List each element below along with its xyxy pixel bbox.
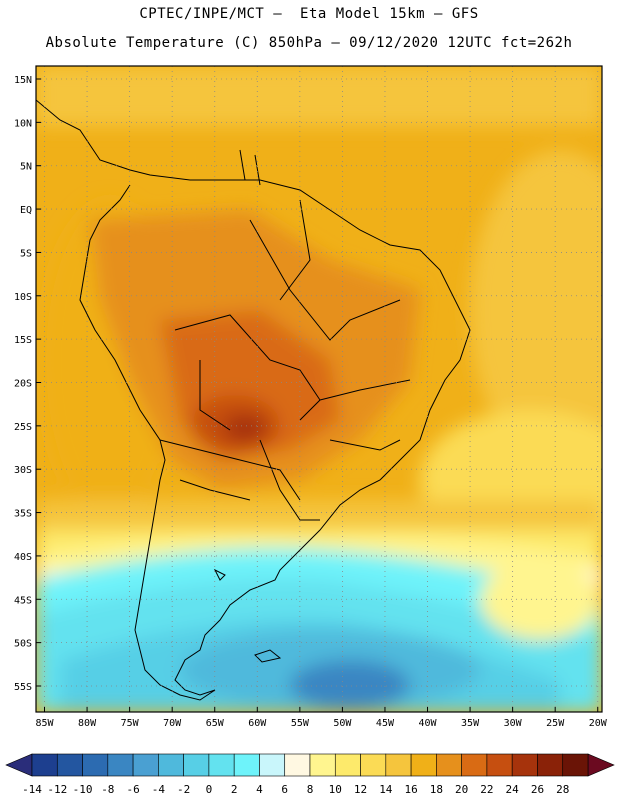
colorbar-label: 26 (531, 783, 544, 796)
colorbar-label: 28 (556, 783, 569, 796)
colorbar-label: 8 (307, 783, 314, 796)
lon-label: 70W (163, 718, 182, 729)
colorbar-label: -14 (22, 783, 42, 796)
colorbar-label: 2 (231, 783, 238, 796)
colorbar-swatch (309, 753, 336, 777)
lat-label: 25S (14, 422, 32, 433)
lon-label: 75W (121, 718, 140, 729)
colorbar-swatch (436, 753, 462, 777)
colorbar-label: 24 (506, 783, 520, 796)
colorbar-swatch (208, 753, 235, 777)
colorbar-label: -12 (47, 783, 67, 796)
lon-label: 35W (461, 718, 480, 729)
lat-label: 10N (14, 118, 32, 129)
lat-label: 35S (14, 509, 32, 520)
lon-label: 25W (546, 718, 565, 729)
colorbar-label: -6 (126, 783, 139, 796)
colorbar-label: -10 (73, 783, 93, 796)
lat-label: 10S (14, 292, 32, 303)
colorbar-label: 18 (430, 783, 443, 796)
lat-label: 40S (14, 552, 32, 563)
lat-label: 50S (14, 639, 32, 650)
colorbar-swatch (486, 753, 513, 777)
colorbar-swatch (158, 753, 184, 777)
map-title-line-1: CPTEC/INPE/MCT – Eta Model 15km – GFS (139, 6, 479, 22)
colorbar-label: 20 (455, 783, 468, 796)
colorbar-swatch (410, 753, 437, 777)
colorbar-swatch (132, 753, 159, 777)
colorbar-swatch (82, 753, 109, 777)
lat-label: 20S (14, 378, 32, 389)
colorbar-label: 10 (329, 783, 342, 796)
lon-label: 50W (333, 718, 352, 729)
colorbar-swatch (562, 753, 589, 777)
colorbar-swatch (461, 753, 488, 777)
lat-label: 55S (14, 682, 32, 693)
lon-label: 20W (589, 718, 608, 729)
colorbar-swatch (511, 753, 538, 777)
colorbar-swatch (284, 753, 311, 777)
colorbar-label: 16 (404, 783, 417, 796)
longitude-labels: 85W 80W 75W 70W 65W 60W 55W 50W 45W 40W 35W 30W 25W 2… (35, 707, 608, 729)
colorbar-swatch (385, 753, 412, 777)
lon-label: 45W (376, 718, 395, 729)
lon-label: 65W (206, 718, 225, 729)
colorbar-left-arrow (5, 753, 33, 777)
latitude-labels: 15N 10N 5N EQ 5S 10S 15S 20S 25S 30S 35S 40S 45S 50S 5… (14, 75, 41, 693)
colorbar-swatch (259, 753, 286, 777)
temperature-map: 15N 10N 5N EQ 5S 10S 15S 20S 25S 30S 35S 40S 45S 50S 5… (14, 65, 608, 729)
lon-label: 85W (35, 718, 54, 729)
colorbar-swatch (31, 753, 58, 777)
lon-label: 40W (418, 718, 437, 729)
coastline (36, 99, 471, 701)
colorbar-label: 14 (379, 783, 393, 796)
colorbar-label: -2 (177, 783, 190, 796)
colorbar-label: 0 (206, 783, 213, 796)
colorbar-swatch (56, 753, 83, 777)
map-title-line-2: Absolute Temperature (C) 850hPa – 09/12/… (45, 35, 573, 51)
colorbar-swatch (334, 753, 361, 777)
map-frame (35, 65, 603, 713)
lat-label: 5N (20, 162, 32, 173)
lat-label: 45S (14, 595, 32, 606)
colorbar-label: 4 (256, 783, 263, 796)
colorbar-swatch (537, 753, 564, 777)
colorbar-label: -4 (152, 783, 166, 796)
lat-label: 5S (20, 248, 32, 259)
colorbar-label: 12 (354, 783, 367, 796)
temperature-field (36, 66, 602, 712)
colorbar-swatch (107, 753, 134, 777)
colorbar-label: 6 (281, 783, 288, 796)
lon-label: 60W (248, 718, 267, 729)
colorbar-swatch (233, 753, 260, 777)
lat-label: 15N (14, 75, 32, 86)
colorbar-label: -8 (101, 783, 114, 796)
colorbar-swatch (360, 753, 387, 777)
color-legend: -14 -12 -10 -8 -6 -4 -2 0 2 4 6 8 10 12 14 16 18 20 22 24 26… (5, 753, 615, 796)
lon-label: 80W (78, 718, 97, 729)
lat-label: EQ (20, 205, 32, 216)
lat-label: 30S (14, 465, 32, 476)
colorbar-right-arrow (587, 753, 615, 777)
colorbar-swatch (183, 753, 210, 777)
colorbar-label: 22 (480, 783, 493, 796)
lon-label: 55W (291, 718, 310, 729)
lat-label: 15S (14, 335, 32, 346)
lon-label: 30W (504, 718, 523, 729)
